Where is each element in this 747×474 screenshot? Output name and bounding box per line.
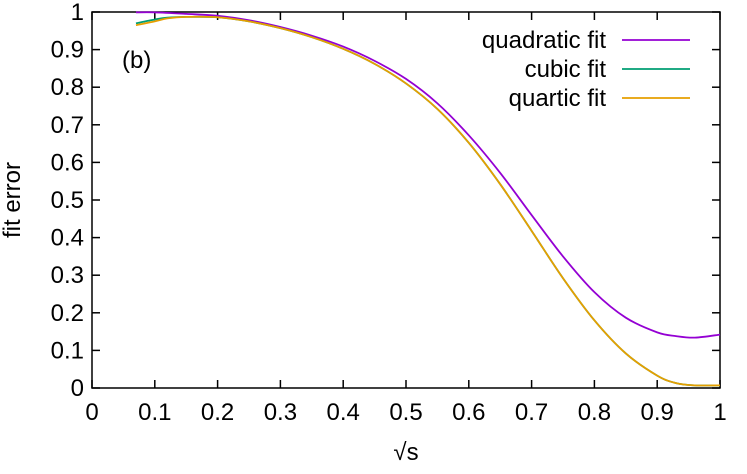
y-tick-label: 0.1 — [51, 337, 84, 364]
x-tick-label: 0.5 — [389, 399, 422, 426]
x-tick-label: 0.1 — [138, 399, 171, 426]
legend-label-quadratic-fit: quadratic fit — [482, 27, 606, 54]
x-axis-title: √s — [393, 439, 418, 466]
y-tick-label: 0.3 — [51, 262, 84, 289]
series-layer — [135, 11, 721, 387]
x-tick-label: 0.2 — [201, 399, 234, 426]
x-tick-label: 0.3 — [264, 399, 297, 426]
y-tick-label: 0.7 — [51, 112, 84, 139]
legend-label-cubic-fit: cubic fit — [525, 56, 607, 83]
legend-label-quartic-fit: quartic fit — [509, 85, 607, 112]
x-tick-label: 0.9 — [641, 399, 674, 426]
x-tick-label: 0 — [85, 399, 98, 426]
y-axis-title: fit error — [0, 162, 26, 238]
y-tick-label: 0.5 — [51, 187, 84, 214]
panel-label: (b) — [122, 47, 151, 74]
series-line-cubic-fit — [135, 15, 721, 387]
x-tick-label: 0.7 — [515, 399, 548, 426]
x-tick-label: 1 — [713, 399, 726, 426]
x-tick-label: 0.6 — [452, 399, 485, 426]
y-tick-label: 0 — [71, 375, 84, 402]
series-line-quartic-fit — [135, 15, 721, 387]
y-tick-label: 1 — [71, 0, 84, 26]
y-tick-label: 0.6 — [51, 149, 84, 176]
y-tick-label: 0.4 — [51, 225, 84, 252]
y-tick-label: 0.2 — [51, 300, 84, 327]
series-line-quadratic-fit — [135, 11, 721, 339]
x-tick-label: 0.4 — [327, 399, 360, 426]
ticks-layer: 0 0.1 0.2 0.3 0.4 0.5 0.6 0.7 0.8 0.9 1 0 0.1 0.2 0.3 0… — [51, 0, 727, 426]
y-tick-label: 0.9 — [51, 37, 84, 64]
y-tick-label: 0.8 — [51, 74, 84, 101]
x-tick-label: 0.8 — [578, 399, 611, 426]
